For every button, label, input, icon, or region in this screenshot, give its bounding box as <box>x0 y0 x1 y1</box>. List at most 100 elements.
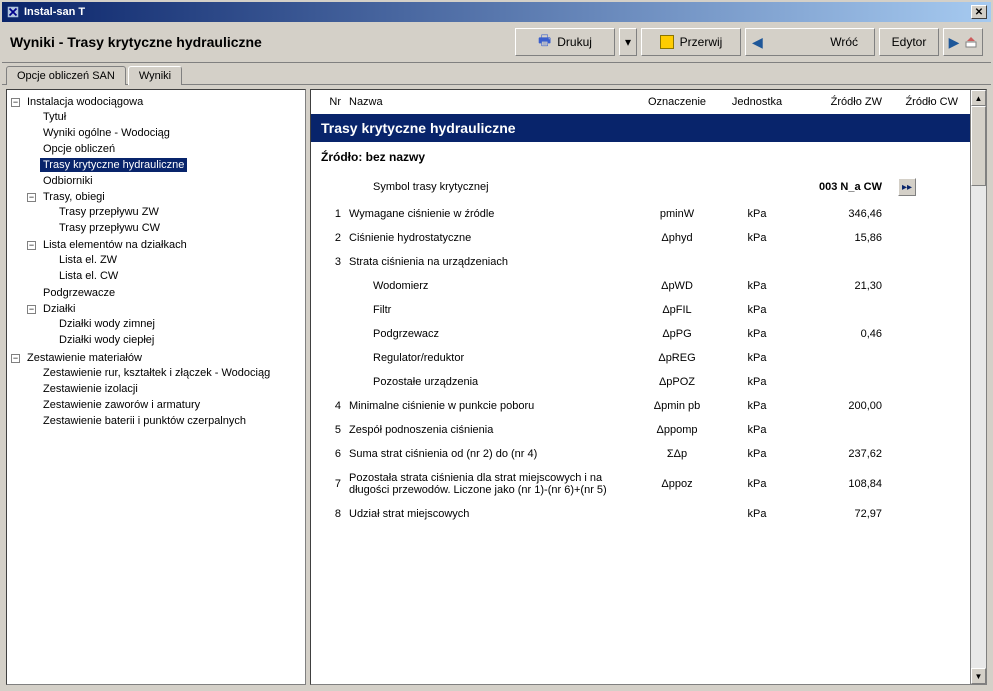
source-label: Źródło: <box>321 150 362 164</box>
tree-instalacja[interactable]: Instalacja wodociągowa <box>24 95 146 109</box>
col-nr: Nr <box>319 96 349 108</box>
cell-name: Pozostała strata ciśnienia dla strat mie… <box>349 472 632 496</box>
data-row: 7Pozostała strata ciśnienia dla strat mi… <box>311 466 970 502</box>
tree-dzialki-zimnej[interactable]: Działki wody zimnej <box>56 317 158 331</box>
tree-odbiorniki[interactable]: Odbiorniki <box>40 174 96 188</box>
scroll-down[interactable]: ▼ <box>971 668 986 684</box>
tree-zest-zaworow[interactable]: Zestawienie zaworów i armatury <box>40 398 203 412</box>
scroll-track[interactable] <box>971 106 986 668</box>
go-button[interactable]: ▸▸ <box>898 178 916 196</box>
main-window: Instal-san T ✕ Wyniki - Trasy krytyczne … <box>0 0 993 691</box>
cell-ozn: pminW <box>632 208 722 220</box>
tree-toggle[interactable]: − <box>11 98 20 107</box>
cell-nr: 5 <box>319 424 349 436</box>
cell-name: Podgrzewacz <box>349 328 632 340</box>
cell-ozn: Δphyd <box>632 232 722 244</box>
data-row: 8Udział strat miejscowychkPa72,97 <box>311 502 970 526</box>
tree-tytul[interactable]: Tytuł <box>40 110 69 124</box>
cell-name: Zespół podnoszenia ciśnienia <box>349 424 632 436</box>
tree-lista-zw[interactable]: Lista el. ZW <box>56 253 120 267</box>
abort-label: Przerwij <box>680 35 723 49</box>
print-label: Drukuj <box>557 35 592 49</box>
cell-name: Regulator/reduktor <box>349 352 632 364</box>
tree-trasy-obiegi[interactable]: Trasy, obiegi <box>40 190 108 204</box>
cell-name: Ciśnienie hydrostatyczne <box>349 232 632 244</box>
cell-name: Minimalne ciśnienie w punkcie poboru <box>349 400 632 412</box>
tree-zest-baterii[interactable]: Zestawienie baterii i punktów czerpalnyc… <box>40 414 249 428</box>
data-row: WodomierzΔpWDkPa21,30 <box>311 274 970 298</box>
cell-jed: kPa <box>722 400 792 412</box>
tree-toggle[interactable]: − <box>11 354 20 363</box>
cell-ozn: ΣΔp <box>632 448 722 460</box>
data-row: 1Wymagane ciśnienie w źródlepminWkPa346,… <box>311 202 970 226</box>
cell-name: Wymagane ciśnienie w źródle <box>349 208 632 220</box>
editor-button[interactable]: Edytor <box>879 28 939 56</box>
symbol-value: 003 N_a CW <box>792 181 892 193</box>
tree-panel: −Instalacja wodociągowa Tytuł Wyniki ogó… <box>6 89 306 685</box>
data-row: 5Zespół podnoszenia ciśnieniaΔppompkPa <box>311 418 970 442</box>
cell-jed: kPa <box>722 424 792 436</box>
cell-jed: kPa <box>722 478 792 490</box>
tab-wyniki[interactable]: Wyniki <box>128 66 182 85</box>
tree-zest-izolacji[interactable]: Zestawienie izolacji <box>40 382 141 396</box>
section-title: Trasy krytyczne hydrauliczne <box>311 114 970 142</box>
editor-label: Edytor <box>892 35 927 49</box>
cell-ozn: Δppoz <box>632 478 722 490</box>
cell-nr: 1 <box>319 208 349 220</box>
tree-trasy-krytyczne[interactable]: Trasy krytyczne hydrauliczne <box>40 158 187 172</box>
data-row: 6Suma strat ciśnienia od (nr 2) do (nr 4… <box>311 442 970 466</box>
cell-jed: kPa <box>722 232 792 244</box>
cell-name: Pozostałe urządzenia <box>349 376 632 388</box>
symbol-row: Symbol trasy krytycznej 003 N_a CW ▸▸ <box>311 172 970 202</box>
col-jed: Jednostka <box>722 96 792 108</box>
tree-toggle[interactable]: − <box>27 241 36 250</box>
tree-opcje-obliczen[interactable]: Opcje obliczeń <box>40 142 118 156</box>
vertical-scrollbar[interactable]: ▲ ▼ <box>970 90 986 684</box>
print-dropdown[interactable]: ▾ <box>619 28 637 56</box>
tree: −Instalacja wodociągowa Tytuł Wyniki ogó… <box>11 94 301 430</box>
forward-button[interactable]: ▶ <box>943 28 983 56</box>
cell-name: Udział strat miejscowych <box>349 508 632 520</box>
tree-wyniki-ogolne[interactable]: Wyniki ogólne - Wodociąg <box>40 126 173 140</box>
scroll-up[interactable]: ▲ <box>971 90 986 106</box>
results-panel: Nr Nazwa Oznaczenie Jednostka Źródło ZW … <box>310 89 987 685</box>
tree-dzialki[interactable]: Działki <box>40 302 78 316</box>
tree-lista-elementow[interactable]: Lista elementów na działkach <box>40 238 190 252</box>
col-zw: Źródło ZW <box>792 96 892 108</box>
cell-zw: 237,62 <box>792 448 892 460</box>
cell-zw: 108,84 <box>792 478 892 490</box>
print-icon: 🖶 <box>538 30 551 54</box>
print-button[interactable]: 🖶 Drukuj <box>515 28 615 56</box>
tree-dzialki-cieplej[interactable]: Działki wody ciepłej <box>56 333 157 347</box>
col-name: Nazwa <box>349 96 632 108</box>
scroll-thumb[interactable] <box>971 106 986 186</box>
source-line: Źródło: bez nazwy <box>311 142 970 172</box>
cell-ozn: Δpmin pb <box>632 400 722 412</box>
tab-opcje[interactable]: Opcje obliczeń SAN <box>6 66 126 85</box>
cell-jed: kPa <box>722 328 792 340</box>
results-header: Nr Nazwa Oznaczenie Jednostka Źródło ZW … <box>311 90 970 114</box>
cell-nr: 6 <box>319 448 349 460</box>
cell-zw: 72,97 <box>792 508 892 520</box>
close-button[interactable]: ✕ <box>971 5 987 19</box>
cell-jed: kPa <box>722 304 792 316</box>
back-button[interactable]: ◀ Wróć <box>745 28 875 56</box>
cell-zw: 346,46 <box>792 208 892 220</box>
tree-zestawienie[interactable]: Zestawienie materiałów <box>24 351 145 365</box>
data-row: 3Strata ciśnienia na urządzeniach <box>311 250 970 274</box>
cell-name: Suma strat ciśnienia od (nr 2) do (nr 4) <box>349 448 632 460</box>
cell-name: Wodomierz <box>349 280 632 292</box>
tree-toggle[interactable]: − <box>27 193 36 202</box>
data-row: FiltrΔpFILkPa <box>311 298 970 322</box>
toolbar-title: Wyniki - Trasy krytyczne hydrauliczne <box>10 34 262 50</box>
tree-lista-cw[interactable]: Lista el. CW <box>56 269 121 283</box>
tree-toggle[interactable]: − <box>27 305 36 314</box>
abort-button[interactable]: Przerwij <box>641 28 741 56</box>
cell-nr: 4 <box>319 400 349 412</box>
editor-nav-icon <box>965 36 977 48</box>
tree-trasy-zw[interactable]: Trasy przepływu ZW <box>56 205 162 219</box>
tree-trasy-cw[interactable]: Trasy przepływu CW <box>56 221 163 235</box>
tree-zest-rur[interactable]: Zestawienie rur, kształtek i złączek - W… <box>40 366 273 380</box>
data-row: PodgrzewaczΔpPGkPa0,46 <box>311 322 970 346</box>
tree-podgrzewacze[interactable]: Podgrzewacze <box>40 286 118 300</box>
